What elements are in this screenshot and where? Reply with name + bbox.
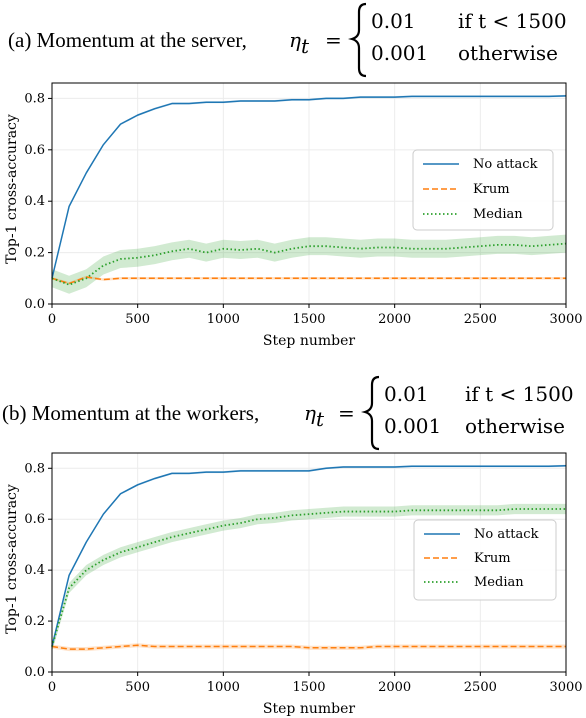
panel-b-x-tick-label: 500 <box>125 680 150 695</box>
panel-b-x-tick-label: 1500 <box>292 680 325 695</box>
panel-b-y-tick-label: 0.2 <box>24 614 45 629</box>
panel-a-x-axis-label: Step number <box>263 333 355 349</box>
panel-a: (a) Momentum at the server, η t = 0.01 i… <box>4 2 583 349</box>
panel-b-title-equals: = <box>338 401 355 425</box>
panel-b-legend-median-label: Median <box>474 575 524 590</box>
panel-b-y-tick-label: 0.8 <box>24 461 45 476</box>
panel-a-y-axis-label: Top-1 cross-accuracy <box>4 114 20 264</box>
panel-a-x-tick-label: 1000 <box>207 312 240 327</box>
panel-a-case2-condition: otherwise <box>458 41 558 65</box>
panel-a-y-tick-label: 0.2 <box>24 246 45 261</box>
panel-b-title-eta-subscript: t <box>316 407 325 431</box>
panel-a-axes-frame <box>51 82 567 305</box>
panel-a-title-equals: = <box>325 28 342 52</box>
panel-a-case1-condition: if t < 1500 <box>458 9 567 33</box>
panel-a-title-prefix: (a) Momentum at the server, <box>8 28 247 52</box>
panel-a-x-tick-label: 1500 <box>292 312 325 327</box>
panel-b-y-axis-label: Top-1 cross-accuracy <box>4 484 20 634</box>
panel-a-x-tick-label: 0 <box>48 312 56 327</box>
panel-a-legend-no-attack-label: No attack <box>473 157 538 172</box>
panel-a-x-tick-label: 500 <box>125 312 150 327</box>
panel-b-case1-condition: if t < 1500 <box>465 382 574 406</box>
panel-b-legend-krum-label: Krum <box>474 551 511 566</box>
panel-b-axes-frame <box>51 452 567 673</box>
panel-b-x-tick-label: 3000 <box>549 680 582 695</box>
panel-b-case2-value: 0.001 <box>384 414 441 438</box>
panel-b-title-prefix: (b) Momentum at the workers, <box>2 401 259 425</box>
panel-b-x-tick-label: 0 <box>48 680 56 695</box>
panel-a-x-tick-label: 2500 <box>464 312 497 327</box>
panel-a-title-eta-subscript: t <box>301 34 310 58</box>
panel-a-y-tick-label: 0.4 <box>24 194 45 209</box>
panel-b-legend-no-attack-label: No attack <box>474 527 539 542</box>
panel-a-y-tick-label: 0.8 <box>24 91 45 106</box>
panel-a-y-tick-label: 0.0 <box>24 297 45 312</box>
panel-b-series-median-line <box>51 508 566 647</box>
panel-b-y-tick-label: 0.6 <box>24 512 45 527</box>
panel-a-x-tick-label: 2000 <box>378 312 411 327</box>
panel-b-legend: No attack Krum Median <box>413 519 557 601</box>
panel-b-title-brace <box>361 375 380 451</box>
panel-a-legend-median-label: Median <box>473 207 523 222</box>
panel-b-case1-value: 0.01 <box>384 382 429 406</box>
panel-b-x-tick-label: 1000 <box>207 680 240 695</box>
panel-b-y-tick-label: 0.4 <box>24 563 45 578</box>
panel-b-y-tick-label: 0.0 <box>24 665 45 680</box>
panel-a-title-eta: η <box>289 28 301 52</box>
panel-a-title-brace <box>348 2 367 78</box>
panel-b-x-axis-label: Step number <box>263 701 355 717</box>
panel-a-legend: No attack Krum Median <box>412 149 554 231</box>
panel-b-series-krum-line <box>51 644 566 650</box>
panel-a-case2-value: 0.001 <box>371 41 428 65</box>
panel-b-title: (b) Momentum at the workers, η t = 0.01 … <box>2 375 574 451</box>
panel-b-series-no-attack-line <box>51 464 567 647</box>
panel-a-title: (a) Momentum at the server, η t = 0.01 i… <box>8 2 567 78</box>
panel-b-legend-box <box>413 519 557 601</box>
panel-a-case1-value: 0.01 <box>371 9 416 33</box>
panel-a-series-median-line <box>51 242 567 286</box>
panel-a-legend-krum-label: Krum <box>473 182 510 197</box>
panel-a-plot-area: 0 500 1000 1500 2000 2500 3000 0.0 0.2 0.4 0.6 0.8 <box>24 82 583 327</box>
panel-a-series-no-attack-line <box>51 95 567 279</box>
panel-b-x-tick-label: 2000 <box>378 680 411 695</box>
panel-b-title-eta: η <box>304 401 316 425</box>
panel-a-y-tick-label: 0.6 <box>24 143 45 158</box>
panel-b-case2-condition: otherwise <box>465 414 565 438</box>
panel-b-x-tick-label: 2500 <box>464 680 497 695</box>
panel-b: (b) Momentum at the workers, η t = 0.01 … <box>2 375 583 717</box>
panel-a-legend-box <box>412 149 554 231</box>
panel-a-x-tick-label: 3000 <box>549 312 582 327</box>
